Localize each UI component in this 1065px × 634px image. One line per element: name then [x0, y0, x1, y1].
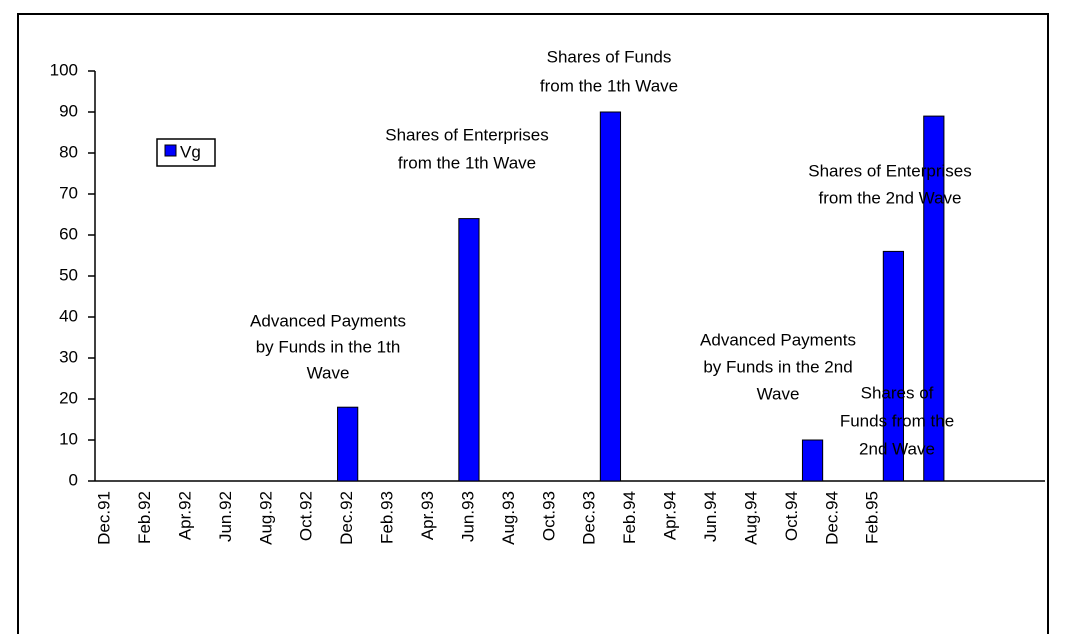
- annotation: Shares of Funds: [547, 47, 672, 66]
- x-tick-label: Feb.92: [135, 491, 154, 544]
- legend-swatch: [164, 144, 177, 157]
- x-tick-label: Feb.94: [620, 491, 639, 544]
- y-tick-label: 0: [69, 470, 78, 489]
- x-tick-label: Feb.95: [863, 491, 882, 544]
- y-tick-label: 50: [59, 265, 78, 284]
- x-tick-label: Feb.93: [378, 491, 397, 544]
- x-tick-label: Oct.94: [782, 491, 801, 541]
- x-tick-label: Oct.92: [297, 491, 316, 541]
- annotation: Shares of: [861, 383, 934, 402]
- y-tick-label: 100: [50, 60, 78, 79]
- annotation: Wave: [757, 384, 800, 403]
- annotation: Shares of Enterprises: [808, 161, 971, 180]
- annotation: from the 2nd Wave: [819, 188, 962, 207]
- x-tick-label: Apr.93: [418, 491, 437, 540]
- bar: [882, 250, 905, 482]
- y-tick-label: 60: [59, 224, 78, 243]
- x-tick-label: Dec.91: [95, 491, 114, 545]
- y-tick-label: 10: [59, 429, 78, 448]
- x-tick-label: Apr.92: [175, 491, 194, 540]
- bar: [801, 439, 824, 482]
- x-tick-label: Jun.93: [458, 491, 477, 542]
- y-tick-label: 40: [59, 306, 78, 325]
- y-tick-label: 20: [59, 388, 78, 407]
- bar: [923, 115, 945, 482]
- annotation: Advanced Payments: [700, 330, 856, 349]
- bar: [458, 218, 480, 482]
- annotation: by Funds in the 1th: [256, 337, 401, 356]
- x-tick-label: Aug.93: [499, 491, 518, 545]
- annotation: from the 1th Wave: [540, 76, 678, 95]
- y-tick-label: 80: [59, 142, 78, 161]
- x-tick-label: Oct.93: [539, 491, 558, 541]
- x-tick-label: Dec.94: [822, 491, 841, 545]
- x-tick-label: Aug.94: [741, 491, 760, 545]
- annotation: Shares of Enterprises: [385, 125, 548, 144]
- bar: [599, 111, 622, 482]
- annotation: from the 1th Wave: [398, 153, 536, 172]
- x-tick-label: Apr.94: [661, 491, 680, 540]
- annotation: Advanced Payments: [250, 311, 406, 330]
- annotation: by Funds in the 2nd: [703, 357, 852, 376]
- x-tick-label: Dec.93: [580, 491, 599, 545]
- x-tick-label: Dec.92: [337, 491, 356, 545]
- frame: [17, 13, 1049, 634]
- annotation: 2nd Wave: [859, 439, 935, 458]
- x-tick-label: Jun.92: [216, 491, 235, 542]
- annotation: Funds from the: [840, 411, 954, 430]
- legend-label: Vg: [180, 142, 201, 161]
- y-tick-label: 70: [59, 183, 78, 202]
- x-tick-label: Jun.94: [701, 491, 720, 542]
- annotation: Wave: [307, 363, 350, 382]
- bar: [337, 406, 359, 482]
- y-tick-label: 90: [59, 101, 78, 120]
- x-tick-label: Aug.92: [256, 491, 275, 545]
- y-tick-label: 30: [59, 347, 78, 366]
